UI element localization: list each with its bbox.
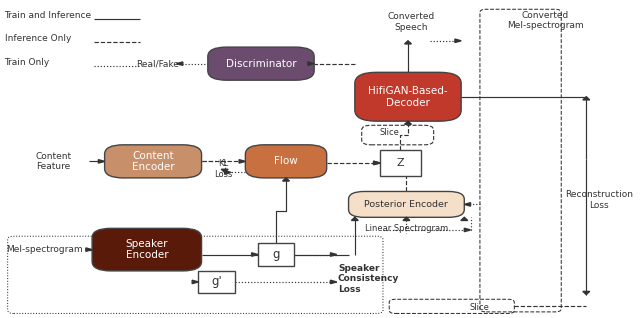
Text: Slice: Slice <box>470 303 490 312</box>
Polygon shape <box>221 169 228 172</box>
Polygon shape <box>192 280 198 284</box>
FancyBboxPatch shape <box>349 191 464 217</box>
Polygon shape <box>464 228 470 232</box>
Bar <box>258 244 294 266</box>
Polygon shape <box>330 253 337 256</box>
Polygon shape <box>86 248 92 251</box>
Polygon shape <box>461 217 468 220</box>
Text: Content
Feature: Content Feature <box>36 151 72 171</box>
FancyBboxPatch shape <box>355 72 461 121</box>
FancyBboxPatch shape <box>208 47 314 80</box>
FancyBboxPatch shape <box>104 145 202 178</box>
Polygon shape <box>283 178 289 181</box>
Text: Slice: Slice <box>380 128 399 137</box>
Text: Reconstruction
Loss: Reconstruction Loss <box>564 190 633 210</box>
Text: Converted
Mel-spectrogram: Converted Mel-spectrogram <box>508 10 584 30</box>
Polygon shape <box>583 97 589 100</box>
Text: Real/Fake: Real/Fake <box>136 60 179 69</box>
Polygon shape <box>374 161 380 165</box>
Polygon shape <box>403 217 410 220</box>
Text: Flow: Flow <box>274 156 298 166</box>
Text: Inference Only: Inference Only <box>4 34 71 44</box>
Text: Mel-spectrogram: Mel-spectrogram <box>6 245 83 254</box>
Polygon shape <box>225 171 231 174</box>
Polygon shape <box>583 291 589 294</box>
Polygon shape <box>404 41 412 44</box>
Text: Content
Encoder: Content Encoder <box>132 150 174 172</box>
Polygon shape <box>404 121 412 124</box>
Text: Speaker
Encoder: Speaker Encoder <box>125 239 168 260</box>
Text: Train Only: Train Only <box>4 58 50 67</box>
Text: Linear Spectrogram: Linear Spectrogram <box>365 224 449 233</box>
Text: Speaker
Consistency
Loss: Speaker Consistency Loss <box>338 264 399 294</box>
Polygon shape <box>464 203 470 206</box>
Polygon shape <box>308 62 314 66</box>
Text: KL
Loss: KL Loss <box>214 159 233 179</box>
Text: HifiGAN-Based-
Decoder: HifiGAN-Based- Decoder <box>368 86 448 107</box>
Polygon shape <box>330 280 337 284</box>
Polygon shape <box>99 160 104 163</box>
Text: Z: Z <box>396 158 404 168</box>
Text: g: g <box>272 248 280 261</box>
Polygon shape <box>177 62 183 66</box>
Text: Converted
Speech: Converted Speech <box>387 12 435 31</box>
Text: Posterior Encoder: Posterior Encoder <box>365 200 449 209</box>
Polygon shape <box>239 160 245 163</box>
Polygon shape <box>374 161 380 165</box>
FancyBboxPatch shape <box>245 145 326 178</box>
Bar <box>198 271 235 293</box>
Text: Discriminator: Discriminator <box>226 59 296 69</box>
FancyBboxPatch shape <box>92 228 202 271</box>
Polygon shape <box>252 253 258 256</box>
Polygon shape <box>455 39 461 43</box>
Text: Train and Inference: Train and Inference <box>4 11 92 20</box>
Text: g': g' <box>211 275 222 288</box>
Bar <box>380 149 420 176</box>
Polygon shape <box>351 217 358 220</box>
